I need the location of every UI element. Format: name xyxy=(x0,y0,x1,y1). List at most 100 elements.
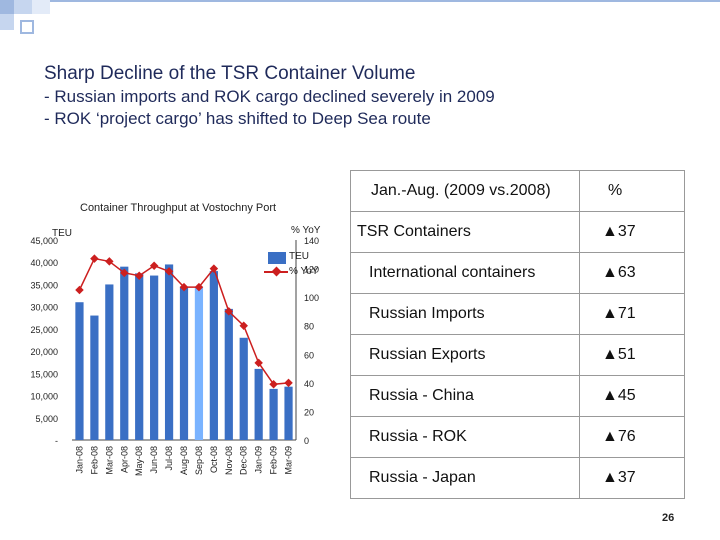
table-row-label: Russia - ROK xyxy=(350,416,580,458)
bar xyxy=(194,286,204,440)
yoy-point xyxy=(134,271,144,280)
y-tick-label: 30,000 xyxy=(30,303,58,313)
bar xyxy=(179,286,189,440)
yoy-point xyxy=(254,358,263,368)
y-tick-label: 10,000 xyxy=(30,392,58,402)
y2-tick-label: 0 xyxy=(304,436,309,446)
y2-tick-label: 60 xyxy=(304,350,314,360)
table-row-label: International containers xyxy=(350,252,580,294)
table-row-value: ▲76 xyxy=(579,416,685,458)
table-row-value: ▲71 xyxy=(579,293,685,335)
x-tick-label: May-08 xyxy=(134,446,144,476)
title-block: Sharp Decline of the TSR Container Volum… xyxy=(44,62,495,130)
table-row: Russian Imports ▲71 xyxy=(350,293,685,335)
yoy-point xyxy=(105,257,114,266)
table-row: Russia - ROK ▲76 xyxy=(350,416,685,458)
table-row: Russian Exports ▲51 xyxy=(350,334,685,376)
table-row: TSR Containers ▲37 xyxy=(350,211,685,253)
legend-swatch-teu xyxy=(268,252,286,264)
y-tick-label: 20,000 xyxy=(30,347,58,357)
yoy-point xyxy=(224,307,234,316)
yoy-point xyxy=(209,264,219,273)
table-row-value: ▲45 xyxy=(579,375,685,417)
yoy-point xyxy=(194,282,204,292)
y-axis-label: TEU xyxy=(52,228,72,239)
page-number: 26 xyxy=(662,512,675,524)
x-tick-label: Feb-08 xyxy=(89,446,99,475)
bullet-1: - Russian imports and ROK cargo declined… xyxy=(44,87,495,106)
y-tick-label: 45,000 xyxy=(30,236,58,246)
table-row-value: ▲63 xyxy=(579,252,685,294)
y2-tick-label: 20 xyxy=(304,407,314,417)
bar xyxy=(90,315,99,440)
y2-tick-label: 100 xyxy=(304,293,319,303)
table-header-percent: % xyxy=(579,170,685,212)
y-tick-label: 35,000 xyxy=(30,280,58,290)
yoy-point xyxy=(149,261,159,270)
yoy-point xyxy=(179,282,189,292)
yoy-point xyxy=(120,268,129,278)
table-row: International containers ▲63 xyxy=(350,252,685,294)
yoy-point xyxy=(269,380,278,389)
y2-tick-label: 120 xyxy=(304,265,319,275)
x-tick-label: Apr-08 xyxy=(119,446,129,473)
stats-table: Jan.-Aug. (2009 vs.2008) % TSR Container… xyxy=(350,170,685,499)
table-row-label: Russian Exports xyxy=(350,334,580,376)
bar xyxy=(269,388,278,440)
bullet-2: - ROK ‘project cargo’ has shifted to Dee… xyxy=(44,109,431,128)
yoy-point xyxy=(239,321,248,330)
legend-label-teu: TEU xyxy=(289,251,309,262)
x-tick-label: Jun-08 xyxy=(149,446,159,474)
x-tick-label: Jan-09 xyxy=(254,446,264,474)
x-tick-label: Mar-09 xyxy=(284,446,294,475)
y2-tick-label: 40 xyxy=(304,379,314,389)
table-row-value: ▲51 xyxy=(579,334,685,376)
y2-tick-label: 80 xyxy=(304,322,314,332)
bar xyxy=(254,368,263,440)
bar xyxy=(135,273,144,440)
table-row-value: ▲37 xyxy=(579,211,685,253)
table-row: Russia - Japan ▲37 xyxy=(350,457,685,499)
yoy-point xyxy=(164,267,174,276)
x-tick-label: Dec-08 xyxy=(239,446,249,475)
table-row-value: ▲37 xyxy=(579,457,685,499)
x-tick-label: Aug-08 xyxy=(179,446,189,475)
x-tick-label: Jan-08 xyxy=(74,446,84,474)
bar xyxy=(239,337,248,440)
x-tick-label: Oct-08 xyxy=(209,446,219,473)
bar xyxy=(209,271,218,440)
bar xyxy=(105,284,114,440)
table-row-label: Russia - China xyxy=(350,375,580,417)
y-tick-label: 25,000 xyxy=(30,325,58,335)
bar xyxy=(75,302,84,440)
table-header-row: Jan.-Aug. (2009 vs.2008) % xyxy=(350,170,685,212)
bar xyxy=(164,264,174,440)
x-tick-label: Jul-08 xyxy=(164,446,174,471)
yoy-point xyxy=(90,254,99,263)
chart-title: Container Throughput at Vostochny Port xyxy=(80,202,277,214)
x-tick-label: Feb-09 xyxy=(269,446,279,475)
y-tick-label: 15,000 xyxy=(30,369,58,379)
y2-axis-label: % YoY xyxy=(291,225,321,236)
y2-tick-label: 140 xyxy=(304,236,319,246)
bar xyxy=(224,308,233,440)
table-row-label: TSR Containers xyxy=(350,211,580,253)
y-tick-label: 40,000 xyxy=(30,258,58,268)
y-tick-label: 5,000 xyxy=(35,414,58,424)
bar xyxy=(150,275,159,440)
bar xyxy=(120,266,129,440)
table-row-label: Russian Imports xyxy=(350,293,580,335)
table-row: Russia - China ▲45 xyxy=(350,375,685,417)
yoy-point xyxy=(284,378,293,388)
slide-title: Sharp Decline of the TSR Container Volum… xyxy=(44,63,416,84)
y-tick-label: - xyxy=(55,436,58,446)
x-tick-label: Sep-08 xyxy=(194,446,204,475)
x-tick-label: Nov-08 xyxy=(224,446,234,475)
yoy-point xyxy=(75,285,84,295)
legend-label-yoy: % YoY xyxy=(289,266,319,277)
table-header-period: Jan.-Aug. (2009 vs.2008) xyxy=(350,170,580,212)
bar xyxy=(284,386,293,440)
table-row-label: Russia - Japan xyxy=(350,457,580,499)
x-tick-label: Mar-08 xyxy=(104,446,114,475)
